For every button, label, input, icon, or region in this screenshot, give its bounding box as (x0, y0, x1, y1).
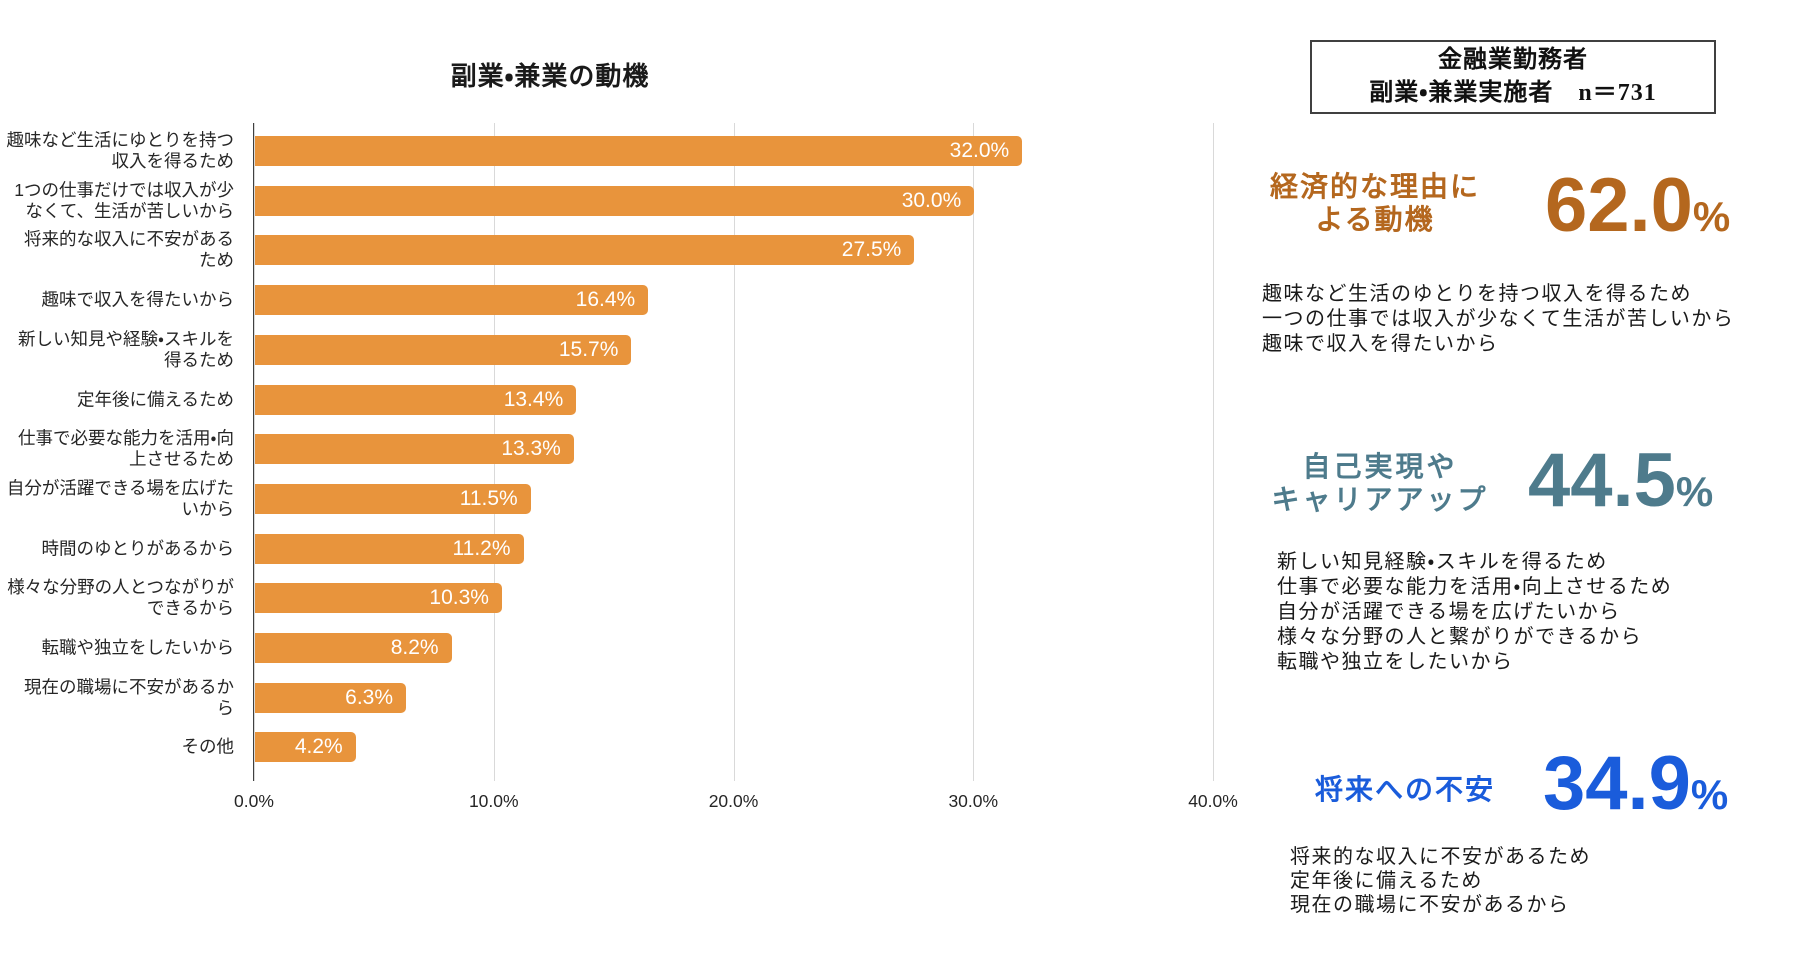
sample-size-text: 金融業勤務者 副業・兼業実施者 n＝731 (1369, 47, 1657, 106)
bar: 10.3% (255, 583, 502, 614)
category-label: その他 (181, 736, 235, 757)
bar: 30.0% (255, 185, 975, 216)
category-label: 趣味など生活にゆとりを持つ 収入を得るため (6, 130, 235, 171)
bar-value-label: 32.0% (949, 139, 1010, 162)
sample-size-box: 金融業勤務者 副業・兼業実施者 n＝731 (1310, 40, 1716, 114)
x-axis-tick-label: 10.0% (468, 791, 519, 811)
percent-sign: % (1675, 468, 1714, 515)
section-percentage: 62.0% (1545, 168, 1730, 244)
section-percentage: 34.9% (1543, 746, 1728, 822)
category-label: 様々な分野の人とつながりが できるから (7, 577, 234, 619)
bar: 4.2% (255, 732, 356, 763)
section-percentage-value: 34.9 (1543, 741, 1691, 826)
section-percentage: 44.5% (1528, 443, 1713, 519)
section-item-list: 新しい知見経験・スキルを得るため 仕事で必要な能力を活用・向上させるため 自分が… (1277, 551, 1673, 673)
bar-value-label: 11.5% (459, 486, 518, 510)
percent-sign: % (1692, 193, 1731, 240)
bar: 32.0% (255, 136, 1023, 166)
section-title: 将来への不安 (1314, 775, 1495, 806)
bar: 8.2% (255, 633, 452, 663)
section-title: 自己実現や キャリアアップ (1271, 452, 1489, 516)
section-title: 経済的な理由に よる動機 (1269, 172, 1480, 236)
category-label: 時間のゆとりがあるから (41, 538, 235, 559)
bar-value-label: 15.7% (558, 337, 619, 361)
section-item-list: 趣味など生活のゆとりを持つ収入を得るため 一つの仕事では収入が少なくて生活が苦し… (1262, 283, 1735, 355)
category-label: 転職や独立をしたいから (41, 637, 235, 658)
category-label: 趣味で収入を得たいから (41, 289, 235, 310)
x-axis-tick-label: 40.0% (1188, 791, 1238, 811)
bar: 13.3% (255, 434, 574, 465)
category-label: 将来的な収入に不安がある ため (24, 229, 234, 271)
bar-value-label: 30.0% (901, 188, 962, 212)
bar-value-label: 11.2% (452, 536, 511, 560)
gridline (254, 123, 255, 781)
bar-value-label: 8.2% (390, 636, 439, 659)
category-label: 現在の職場に不安があるか ら (24, 676, 234, 718)
category-label: 1つの仕事だけでは収入が少 なくて、生活が苦しいから (14, 179, 234, 221)
bar: 6.3% (255, 682, 407, 713)
percent-sign: % (1690, 771, 1729, 818)
x-axis-tick-label: 0.0% (234, 791, 274, 811)
x-axis-tick-label: 20.0% (708, 791, 759, 811)
gridline (973, 123, 975, 781)
bar: 13.4% (255, 384, 577, 415)
bar-value-label: 13.4% (503, 387, 564, 411)
chart-title: 副業・兼業の動機 (450, 62, 650, 91)
section-percentage-value: 62.0 (1545, 163, 1693, 248)
bar-value-label: 13.3% (501, 437, 561, 461)
bar-chart-plot-area: 0.0% 10.0% 20.0% 30.0% 40.0% 32.0% 30.0% 27.5% 1… (234, 123, 1238, 811)
gridline (733, 123, 735, 781)
bar: 11.2% (255, 533, 524, 564)
category-label: 仕事で必要な能力を活用・向 上させるため (18, 428, 234, 470)
category-label: 定年後に備えるため (77, 389, 234, 409)
x-axis-tick-label: 30.0% (948, 791, 999, 811)
bar: 15.7% (255, 334, 632, 365)
bar-value-label: 6.3% (345, 685, 394, 709)
bar-value-label: 27.5% (841, 238, 902, 262)
section-item-list: 将来的な収入に不安があるため 定年後に備えるため 現在の職場に不安があるから (1290, 846, 1591, 916)
bar: 11.5% (255, 483, 531, 514)
bar-value-label: 4.2% (294, 735, 343, 759)
bar-value-label: 16.4% (575, 288, 636, 312)
category-axis-labels: 趣味など生活にゆとりを持つ 収入を得るため 1つの仕事だけでは収入が少 なくて、生… (0, 123, 244, 773)
category-label: 自分が活躍できる場を広げた いから (6, 477, 234, 519)
section-percentage-value: 44.5 (1528, 438, 1676, 523)
category-label: 新しい知見や経験・スキルを 得るため (18, 328, 234, 370)
bar-value-label: 10.3% (429, 586, 489, 610)
bar: 16.4% (255, 285, 649, 316)
bar: 27.5% (255, 235, 915, 266)
gridline (1213, 123, 1214, 781)
